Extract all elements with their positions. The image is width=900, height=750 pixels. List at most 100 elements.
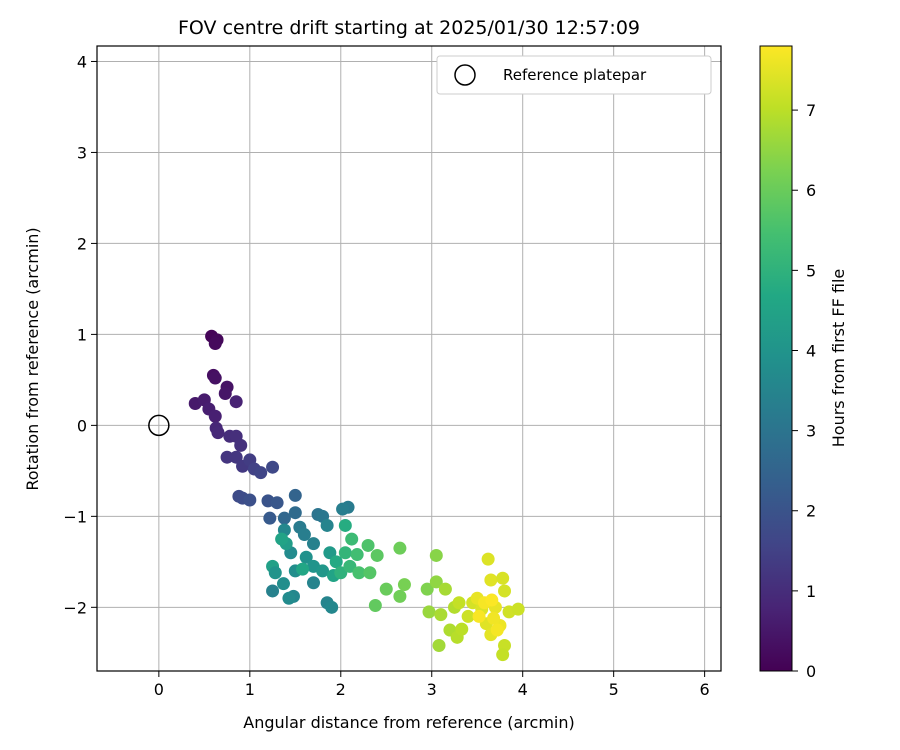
- data-point: [434, 608, 448, 622]
- data-point: [218, 387, 232, 401]
- data-point: [263, 511, 277, 525]
- colorbar-gradient: [759, 45, 793, 672]
- x-axis-ticks: 0 1 2 3 4 5 6: [154, 671, 710, 699]
- data-point: [370, 548, 384, 562]
- data-point: [490, 623, 504, 637]
- y-tick-label: −2: [63, 598, 87, 617]
- data-point: [336, 502, 350, 516]
- data-point: [496, 648, 510, 662]
- colorbar-ticks: 0 1 2 3 4 5 6 7: [792, 101, 816, 681]
- colorbar-tick-label: 6: [806, 181, 816, 200]
- colorbar-tick-label: 5: [806, 261, 816, 280]
- x-tick-label: 4: [518, 680, 528, 699]
- data-point: [306, 576, 320, 590]
- data-point: [288, 506, 302, 520]
- legend: Reference platepar: [436, 55, 712, 95]
- y-tick-label: 4: [77, 52, 87, 71]
- x-tick-label: 5: [609, 680, 619, 699]
- colorbar-tick-label: 4: [806, 341, 816, 360]
- data-point: [220, 450, 234, 464]
- data-point: [350, 548, 364, 562]
- data-point: [334, 566, 348, 580]
- data-point: [420, 582, 434, 596]
- y-tick-label: 2: [77, 234, 87, 253]
- x-tick-label: 2: [336, 680, 346, 699]
- data-point: [422, 605, 436, 619]
- y-tick-label: 1: [77, 325, 87, 344]
- data-point: [429, 575, 443, 589]
- data-point: [325, 600, 339, 614]
- data-point: [485, 593, 499, 607]
- data-point: [345, 532, 359, 546]
- data-point: [379, 582, 393, 596]
- data-point: [438, 582, 452, 596]
- x-tick-label: 0: [154, 680, 164, 699]
- data-point: [288, 488, 302, 502]
- colorbar-tick-label: 0: [806, 662, 816, 681]
- legend-box: [436, 55, 712, 95]
- data-point: [270, 496, 284, 510]
- data-point: [393, 589, 407, 603]
- data-point: [429, 548, 443, 562]
- data-point: [329, 555, 343, 569]
- data-point: [211, 426, 225, 440]
- data-point: [397, 578, 411, 592]
- data-point: [268, 566, 282, 580]
- y-tick-label: −1: [63, 507, 87, 526]
- data-point: [277, 511, 291, 525]
- data-point: [266, 460, 280, 474]
- legend-label: Reference platepar: [503, 66, 647, 84]
- data-point: [511, 602, 525, 616]
- data-point: [496, 571, 510, 585]
- data-point: [472, 609, 486, 623]
- x-tick-label: 1: [245, 680, 255, 699]
- data-point: [296, 562, 310, 576]
- x-tick-label: 6: [700, 680, 710, 699]
- data-point: [452, 596, 466, 610]
- data-point: [229, 450, 243, 464]
- grid: [97, 46, 721, 671]
- data-point: [487, 611, 501, 625]
- legend-marker: [454, 64, 476, 86]
- data-point: [299, 550, 313, 564]
- chart-title: FOV centre drift starting at 2025/01/30 …: [178, 17, 640, 39]
- x-tick-label: 3: [427, 680, 437, 699]
- y-tick-label: 0: [77, 416, 87, 435]
- colorbar-tick-label: 1: [806, 582, 816, 601]
- colorbar: 0 1 2 3 4 5 6 7 Hours from first FF file: [759, 45, 848, 681]
- x-axis-label: Angular distance from reference (arcmin): [243, 713, 574, 732]
- data-point: [393, 541, 407, 555]
- data-point: [338, 518, 352, 532]
- reference-platepar-marker: [148, 414, 170, 437]
- data-point: [208, 336, 222, 350]
- data-point: [276, 577, 290, 591]
- colorbar-tick-label: 7: [806, 101, 816, 120]
- data-point: [481, 552, 495, 566]
- colorbar-tick-label: 3: [806, 422, 816, 441]
- colorbar-label: Hours from first FF file: [829, 269, 848, 448]
- data-point: [208, 409, 222, 423]
- data-point: [282, 591, 296, 605]
- data-point: [498, 584, 512, 598]
- data-point: [363, 566, 377, 580]
- data-point: [368, 598, 382, 612]
- data-point: [306, 537, 320, 551]
- data-point: [352, 566, 366, 580]
- data-point: [316, 564, 330, 578]
- data-point: [320, 518, 334, 532]
- data-point: [455, 622, 469, 636]
- data-point: [338, 546, 352, 560]
- data-point: [254, 466, 268, 480]
- data-point: [208, 371, 222, 385]
- data-point: [243, 493, 257, 507]
- data-point: [234, 438, 248, 452]
- y-tick-label: 3: [77, 143, 87, 162]
- data-points: [188, 329, 525, 662]
- data-point: [297, 528, 311, 542]
- y-axis-label: Rotation from reference (arcmin): [23, 227, 42, 490]
- data-point: [432, 639, 446, 653]
- data-point: [461, 609, 475, 623]
- colorbar-tick-label: 2: [806, 502, 816, 521]
- data-point: [275, 532, 289, 546]
- plot-frame: [96, 45, 722, 672]
